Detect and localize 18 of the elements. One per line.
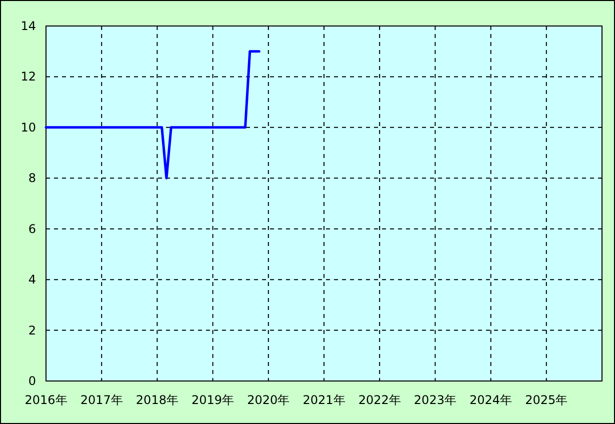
x-tick-label: 2022年 (358, 393, 401, 407)
x-tick-label: 2024年 (470, 393, 512, 407)
y-tick-label: 8 (28, 171, 36, 186)
y-tick-label: 14 (20, 19, 36, 33)
x-tick-label: 2020年 (247, 393, 290, 407)
x-tick-label: 2021年 (302, 393, 346, 407)
x-tick-label: 2019年 (192, 393, 234, 407)
x-tick-label: 2017年 (80, 393, 123, 407)
y-tick-label: 10 (20, 120, 36, 134)
x-tick-label: 2016年 (24, 393, 68, 407)
x-tick-label: 2023年 (414, 393, 456, 407)
y-tick-label: 12 (20, 70, 36, 84)
y-tick-label: 6 (28, 222, 36, 236)
x-tick-label: 2018年 (136, 393, 178, 407)
y-tick-label: 0 (28, 374, 36, 388)
y-tick-label: 2 (28, 323, 36, 338)
x-tick-label: 2025年 (525, 393, 568, 407)
y-tick-label: 4 (28, 272, 36, 287)
